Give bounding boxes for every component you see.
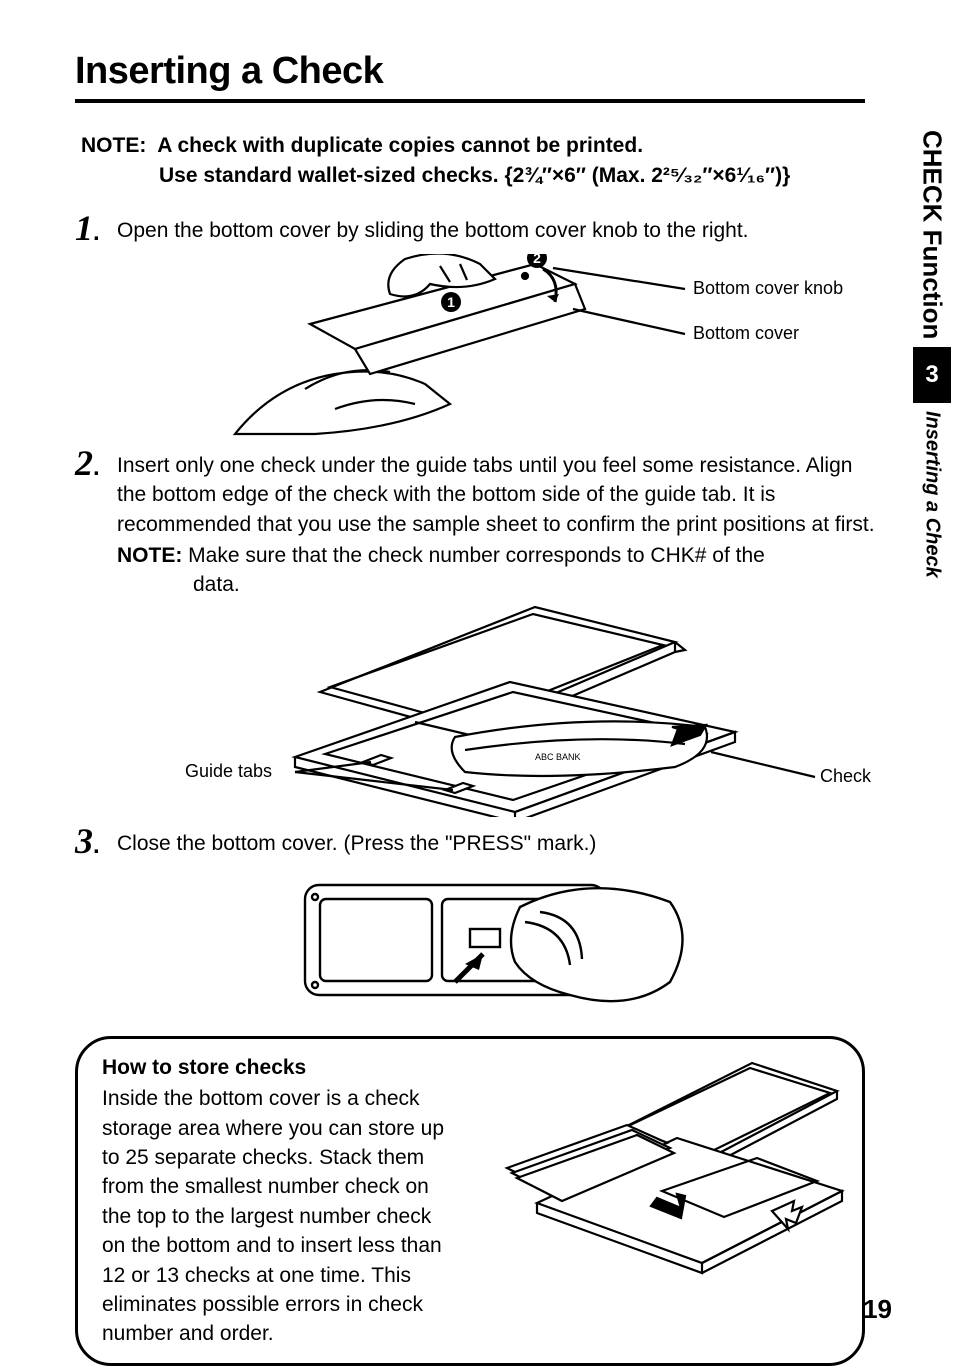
step-2-note-start: Make sure that the check number correspo…	[188, 544, 765, 567]
label-knob: Bottom cover knob	[693, 278, 843, 298]
store-text: How to store checks Inside the bottom co…	[102, 1053, 452, 1349]
side-tab-section: CHECK Function	[917, 130, 948, 339]
note-block: NOTE: A check with duplicate copies cann…	[81, 131, 894, 192]
side-tab-number: 3	[913, 347, 951, 403]
bank-label: ABC BANK	[535, 752, 581, 762]
page-title: Inserting a Check	[75, 50, 894, 93]
note-line1: A check with duplicate copies cannot be …	[157, 134, 643, 157]
store-box: How to store checks Inside the bottom co…	[75, 1036, 865, 1366]
side-tab-subsection: Inserting a Check	[921, 411, 944, 578]
step-3-number: 3.	[75, 823, 109, 859]
label-check: Check	[820, 766, 872, 786]
step-2-text: Insert only one check under the guide ta…	[117, 445, 877, 600]
figure-4	[472, 1053, 852, 1288]
step-3-num-text: 3	[75, 821, 93, 861]
store-title: How to store checks	[102, 1053, 452, 1082]
note-line2: Use standard wallet-sized checks. {2¾″×6…	[159, 161, 894, 191]
figure-4-svg	[472, 1053, 852, 1283]
title-underline	[75, 99, 865, 103]
label-guide-tabs: Guide tabs	[185, 761, 272, 781]
side-tab: CHECK Function 3 Inserting a Check	[910, 130, 954, 578]
step-2-num-text: 2	[75, 443, 93, 483]
step-1-num-text: 1	[75, 208, 93, 248]
figure-2: ABC BANK Guide tabs Check	[115, 602, 895, 817]
marker-2: 2	[533, 254, 541, 266]
step-3: 3. Close the bottom cover. (Press the "P…	[75, 823, 894, 859]
step-1: 1. Open the bottom cover by sliding the …	[75, 210, 894, 246]
store-body: Inside the bottom cover is a check stora…	[102, 1087, 444, 1345]
marker-1: 1	[447, 294, 455, 310]
step-2-body: Insert only one check under the guide ta…	[117, 454, 875, 536]
page-number: 19	[863, 1294, 892, 1325]
step-2: 2. Insert only one check under the guide…	[75, 445, 894, 600]
figure-3-svg	[270, 867, 700, 1022]
page: Inserting a Check NOTE: A check with dup…	[0, 0, 954, 1347]
label-cover: Bottom cover	[693, 323, 799, 343]
note-prefix: NOTE:	[81, 134, 146, 157]
step-2-number: 2.	[75, 445, 109, 481]
step-1-number: 1.	[75, 210, 109, 246]
step-1-text: Open the bottom cover by sliding the bot…	[117, 210, 877, 245]
figure-1-svg: 1 2 Bottom cover knob Bottom cover	[215, 254, 915, 439]
figure-1: 1 2 Bottom cover knob Bottom cover	[215, 254, 915, 439]
figure-2-svg: ABC BANK Guide tabs Check	[115, 602, 895, 817]
step-2-note-prefix: NOTE:	[117, 544, 182, 567]
figure-3	[270, 867, 700, 1022]
step-3-text: Close the bottom cover. (Press the "PRES…	[117, 823, 877, 858]
step-2-note-cont: data.	[193, 573, 240, 596]
